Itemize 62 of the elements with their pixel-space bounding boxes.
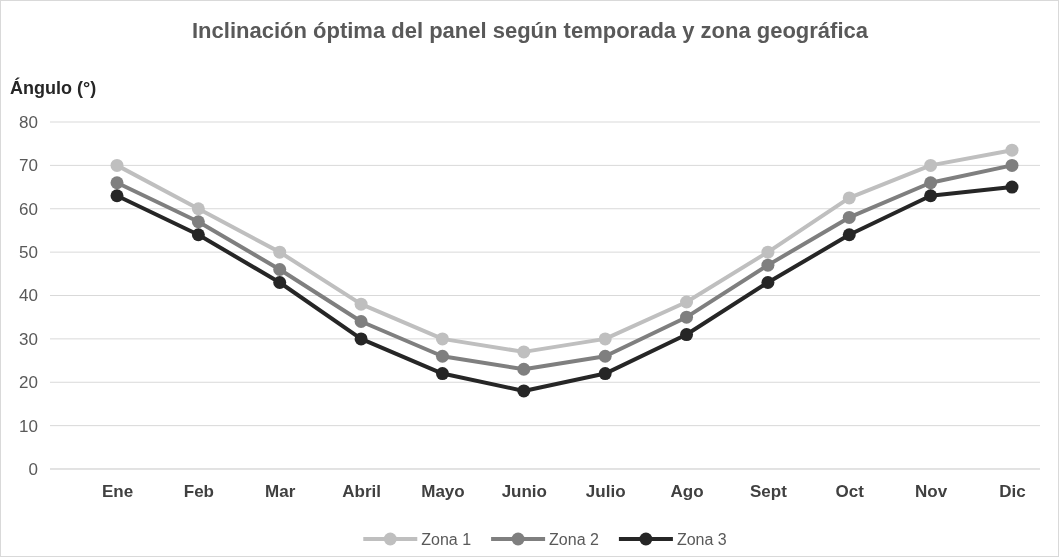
- point: [435, 349, 449, 363]
- x-tick-label: Abril: [342, 482, 381, 502]
- y-tick-label: 80: [19, 112, 38, 132]
- point: [354, 297, 368, 311]
- point: [680, 310, 694, 324]
- legend-label: Zona 3: [676, 531, 727, 548]
- point: [680, 295, 694, 309]
- point: [110, 158, 124, 172]
- x-tick-label: Feb: [183, 482, 214, 502]
- point: [517, 345, 531, 359]
- x-tick-label: Junio: [501, 482, 547, 502]
- point: [598, 349, 612, 363]
- point: [273, 262, 287, 276]
- legend-label: Zona 2: [549, 531, 600, 548]
- y-axis-title: Ángulo (°): [10, 77, 97, 98]
- point: [761, 245, 775, 259]
- x-tick-label: Nov: [915, 482, 948, 502]
- point: [273, 245, 287, 259]
- point: [110, 176, 124, 190]
- y-tick-label: 60: [19, 199, 38, 219]
- y-tick-label: 50: [19, 243, 38, 263]
- y-tick-label: 30: [19, 329, 38, 349]
- point: [598, 332, 612, 346]
- point: [354, 315, 368, 329]
- point: [1005, 158, 1019, 172]
- chart-title: Inclinación óptima del panel según temporada y zona geográfica: [191, 18, 869, 43]
- point: [1005, 180, 1019, 194]
- x-tick-label: Ene: [101, 482, 134, 502]
- point: [842, 191, 856, 205]
- point: [191, 202, 205, 216]
- point: [273, 275, 287, 289]
- y-tick-label: 40: [19, 286, 38, 306]
- y-tick-label: 20: [19, 373, 38, 393]
- point: [842, 228, 856, 242]
- x-tick-label: Sept: [749, 482, 788, 502]
- x-tick-label: Ago: [670, 482, 704, 502]
- x-tick-label: Oct: [835, 482, 865, 502]
- point: [354, 332, 368, 346]
- point: [1005, 143, 1019, 157]
- x-tick-label: Mayo: [421, 482, 465, 502]
- point: [191, 215, 205, 229]
- point: [924, 176, 938, 190]
- x-tick-label: Mar: [265, 482, 296, 502]
- point: [191, 228, 205, 242]
- x-tick-label: Julio: [585, 482, 626, 502]
- point: [761, 275, 775, 289]
- point: [435, 332, 449, 346]
- point: [517, 362, 531, 376]
- point: [110, 189, 124, 203]
- y-tick-label: 70: [19, 156, 38, 176]
- point: [924, 189, 938, 203]
- y-tick-label: 10: [19, 416, 38, 436]
- legend-label: Zona 1: [421, 531, 472, 548]
- point: [517, 384, 531, 398]
- point: [680, 328, 694, 342]
- y-tick-label: 0: [28, 459, 38, 479]
- point: [924, 158, 938, 172]
- x-tick-label: Dic: [999, 482, 1026, 502]
- point: [435, 367, 449, 381]
- point: [761, 258, 775, 272]
- point: [842, 210, 856, 224]
- point: [598, 367, 612, 381]
